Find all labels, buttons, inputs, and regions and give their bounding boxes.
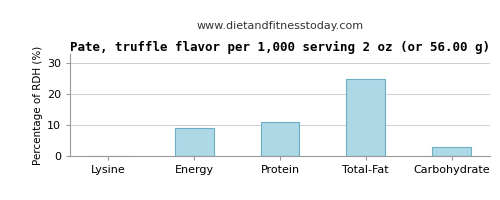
- Text: www.dietandfitnesstoday.com: www.dietandfitnesstoday.com: [196, 21, 364, 31]
- Bar: [432, 147, 471, 156]
- Bar: [346, 79, 385, 156]
- Y-axis label: Percentage of RDH (%): Percentage of RDH (%): [32, 45, 42, 165]
- Bar: [260, 122, 300, 156]
- Title: Pate, truffle flavor per 1,000 serving 2 oz (or 56.00 g): Pate, truffle flavor per 1,000 serving 2…: [70, 41, 490, 54]
- Bar: [175, 128, 214, 156]
